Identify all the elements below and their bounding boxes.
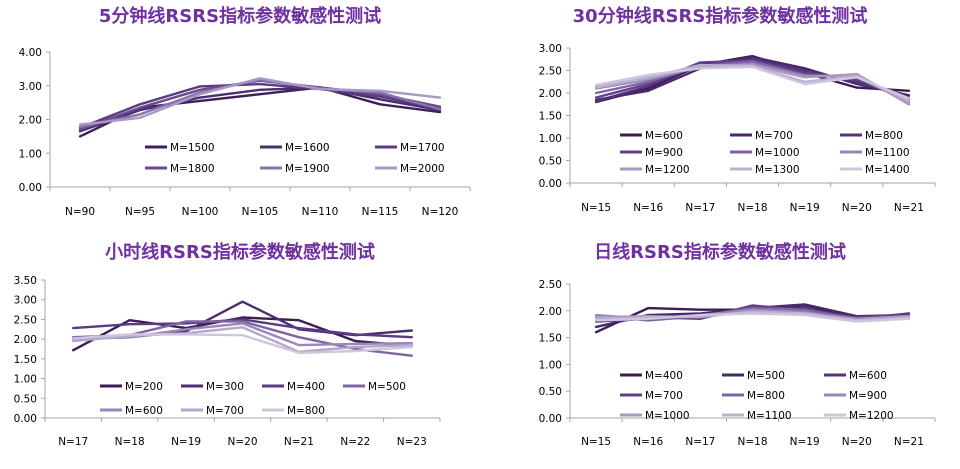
chart-svg: 日线RSRS指标参数敏感性测试 0.00 0.50 1.00 1.50 2.00 2.50 N…	[480, 234, 960, 469]
y-tick-label: 3.50	[14, 275, 37, 287]
y-tick-label: 1.00	[19, 148, 42, 160]
x-tick-label: N=20	[227, 436, 257, 448]
legend-label: M=1200	[849, 410, 894, 422]
legend-label: M=500	[368, 381, 406, 393]
y-tick-label: 1.00	[14, 374, 37, 386]
chart-title: 5分钟线RSRS指标参数敏感性测试	[99, 5, 381, 27]
legend-label: M=1100	[865, 147, 910, 159]
legend-label: M=1900	[285, 163, 330, 175]
x-tick-label: N=23	[397, 436, 427, 448]
y-tick-label: 1.50	[14, 354, 37, 366]
x-tick-label: N=18	[737, 436, 767, 448]
x-tick-label: N=95	[125, 206, 155, 218]
x-tick-label: N=21	[894, 202, 924, 214]
chart-title: 30分钟线RSRS指标参数敏感性测试	[573, 5, 868, 27]
legend-label: M=800	[287, 405, 325, 417]
y-tick-label: 0.00	[539, 413, 562, 425]
legend-label: M=1500	[170, 142, 215, 154]
y-tick-label: 1.00	[539, 359, 562, 371]
y-tick-label: 1.00	[539, 133, 562, 145]
legend-label: M=200	[125, 381, 163, 393]
y-tick-label: 3.00	[19, 81, 42, 93]
y-tick-label: 0.50	[539, 156, 562, 168]
x-tick-label: N=20	[842, 202, 872, 214]
legend-label: M=600	[125, 405, 163, 417]
y-tick-label: 3.00	[539, 43, 562, 55]
y-tick-label: 4.00	[19, 47, 42, 59]
x-tick-label: N=120	[422, 206, 459, 218]
legend-label: M=700	[645, 390, 683, 402]
chart-svg: 小时线RSRS指标参数敏感性测试 0.00 0.50 1.00 1.50 2.00 2.50…	[0, 234, 480, 469]
y-tick-label: 2.50	[14, 314, 37, 326]
y-tick-label: 2.50	[539, 66, 562, 78]
chart-title: 日线RSRS指标参数敏感性测试	[594, 241, 846, 263]
legend-label: M=1000	[645, 410, 690, 422]
legend-label: M=600	[849, 370, 887, 382]
y-tick-label: 1.50	[539, 111, 562, 123]
y-tick-label: 2.00	[14, 334, 37, 346]
y-tick-label: 0.00	[19, 182, 42, 194]
x-tick-label: N=17	[685, 202, 715, 214]
legend-label: M=600	[645, 130, 683, 142]
x-tick-label: N=17	[58, 436, 88, 448]
legend-label: M=1100	[747, 410, 792, 422]
legend-label: M=800	[747, 390, 785, 402]
legend-label: M=300	[206, 381, 244, 393]
x-tick-label: N=16	[633, 202, 663, 214]
legend-label: M=1700	[400, 142, 445, 154]
legend-label: M=700	[206, 405, 244, 417]
series-line	[73, 327, 412, 352]
x-tick-label: N=105	[242, 206, 279, 218]
legend-label: M=400	[287, 381, 325, 393]
x-tick-label: N=16	[633, 436, 663, 448]
legend-label: M=1600	[285, 142, 330, 154]
x-tick-label: N=18	[737, 202, 767, 214]
x-tick-label: N=110	[302, 206, 339, 218]
y-tick-label: 2.00	[539, 88, 562, 100]
legend-label: M=900	[849, 390, 887, 402]
y-tick-label: 2.50	[539, 279, 562, 291]
x-tick-label: N=115	[362, 206, 399, 218]
chart-svg: 5分钟线RSRS指标参数敏感性测试 0.00 1.00 2.00 3.00 4.00 N=9…	[0, 0, 480, 234]
legend-label: M=1800	[170, 163, 215, 175]
legend-label: M=800	[865, 130, 903, 142]
x-tick-label: N=21	[284, 436, 314, 448]
legend-label: M=400	[645, 370, 683, 382]
legend-label: M=1400	[865, 164, 910, 176]
y-tick-label: 0.00	[539, 178, 562, 190]
x-tick-label: N=19	[790, 436, 820, 448]
chart-panel-daily: 日线RSRS指标参数敏感性测试 0.00 0.50 1.00 1.50 2.00 2.50 N…	[480, 234, 960, 469]
x-tick-label: N=18	[115, 436, 145, 448]
legend-label: M=2000	[400, 163, 445, 175]
y-tick-label: 3.00	[14, 295, 37, 307]
x-tick-label: N=19	[171, 436, 201, 448]
series-line	[80, 80, 440, 127]
y-tick-label: 2.00	[19, 115, 42, 127]
legend-label: M=1200	[645, 164, 690, 176]
x-tick-label: N=19	[790, 202, 820, 214]
legend-label: M=700	[755, 130, 793, 142]
legend-label: M=900	[645, 147, 683, 159]
y-tick-label: 0.00	[14, 413, 37, 425]
x-tick-label: N=15	[581, 436, 611, 448]
x-tick-label: N=15	[581, 202, 611, 214]
y-tick-label: 0.50	[539, 386, 562, 398]
y-tick-label: 1.50	[539, 333, 562, 345]
x-tick-label: N=17	[685, 436, 715, 448]
chart-panel-5min: 5分钟线RSRS指标参数敏感性测试 0.00 1.00 2.00 3.00 4.00 N=9…	[0, 0, 480, 234]
chart-panel-30min: 30分钟线RSRS指标参数敏感性测试 0.00 0.50 1.00 1.50 2.00 2.…	[480, 0, 960, 234]
x-tick-label: N=22	[340, 436, 370, 448]
y-tick-label: 2.00	[539, 306, 562, 318]
x-tick-label: N=21	[894, 436, 924, 448]
x-tick-label: N=90	[65, 206, 95, 218]
y-tick-label: 0.50	[14, 393, 37, 405]
x-tick-label: N=100	[182, 206, 219, 218]
chart-panel-hourly: 小时线RSRS指标参数敏感性测试 0.00 0.50 1.00 1.50 2.00 2.50…	[0, 234, 480, 469]
chart-svg: 30分钟线RSRS指标参数敏感性测试 0.00 0.50 1.00 1.50 2.00 2.…	[480, 0, 960, 234]
x-tick-label: N=20	[842, 436, 872, 448]
legend-label: M=1000	[755, 147, 800, 159]
chart-title: 小时线RSRS指标参数敏感性测试	[105, 241, 375, 263]
legend-label: M=1300	[755, 164, 800, 176]
legend-label: M=500	[747, 370, 785, 382]
